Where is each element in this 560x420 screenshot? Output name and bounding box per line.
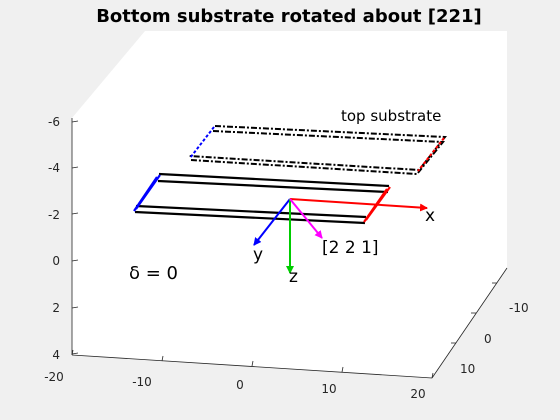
x-tick-label: -20	[44, 370, 64, 384]
z-tick-mark	[71, 166, 79, 169]
axis-arrows	[253, 198, 428, 274]
series-x-axis-arrow	[289, 198, 428, 212]
rotation-axis-label: [2 2 1]	[322, 238, 379, 258]
bottom-substrate	[133, 172, 391, 225]
axes-box	[71, 118, 508, 379]
z-tick-label: -6	[48, 115, 60, 129]
z-tick-label: 0	[52, 254, 60, 268]
y-arrow-label: y	[253, 245, 263, 265]
z-tick-label: -2	[48, 208, 60, 222]
y-tick-label: -10	[509, 301, 529, 315]
z-arrow-label: z	[289, 267, 298, 287]
series-bottom-substrate-left-edge	[133, 176, 158, 212]
delta-label: δ = 0	[129, 263, 178, 284]
z-tick-mark	[71, 120, 79, 123]
series-top-substrate-left-edge	[189, 126, 215, 159]
x-tick-mark	[341, 366, 344, 373]
chart-title: Bottom substrate rotated about [221]	[96, 6, 482, 27]
z-tick-label: -4	[48, 161, 60, 175]
z-ticks	[71, 120, 79, 355]
y-tick-label: 0	[484, 332, 492, 346]
top-substrate	[188, 125, 447, 176]
series-top-substrate-right-edge	[417, 137, 445, 172]
x-tick-label: 10	[321, 382, 336, 396]
series-top-substrate-outline-back	[188, 125, 447, 172]
y-tick-label: 10	[460, 362, 475, 376]
x-ticks	[71, 349, 434, 379]
y-axis-line	[431, 267, 508, 379]
z-tick-mark	[71, 306, 79, 309]
x-tick-mark	[71, 349, 74, 356]
x-tick-label: 0	[236, 378, 244, 392]
y-ticks	[451, 282, 497, 344]
series-top-substrate-outline-front	[190, 130, 446, 176]
x-tick-mark	[431, 372, 434, 379]
z-tick-label: 4	[52, 348, 60, 362]
z-tick-mark	[71, 212, 79, 215]
z-tick-mark	[71, 259, 79, 262]
x-tick-label: 20	[410, 387, 425, 401]
series-bottom-substrate-outline	[157, 179, 389, 194]
x-tick-label: -10	[132, 375, 152, 389]
x-arrow-label: x	[425, 206, 435, 226]
series-bottom-substrate-outline	[134, 210, 366, 225]
x-tick-mark	[251, 360, 254, 367]
series-rotation-axis-arrow	[289, 198, 323, 239]
top-substrate-label: top substrate	[341, 107, 441, 125]
series-bottom-substrate-outline	[135, 204, 367, 219]
series-bottom-substrate-outline	[158, 172, 390, 188]
z-tick-label: 2	[52, 301, 60, 315]
x-axis-line	[71, 354, 433, 379]
x-tick-mark	[161, 355, 164, 362]
z-tick-mark	[71, 352, 79, 355]
series-y-axis-arrow	[253, 198, 291, 246]
